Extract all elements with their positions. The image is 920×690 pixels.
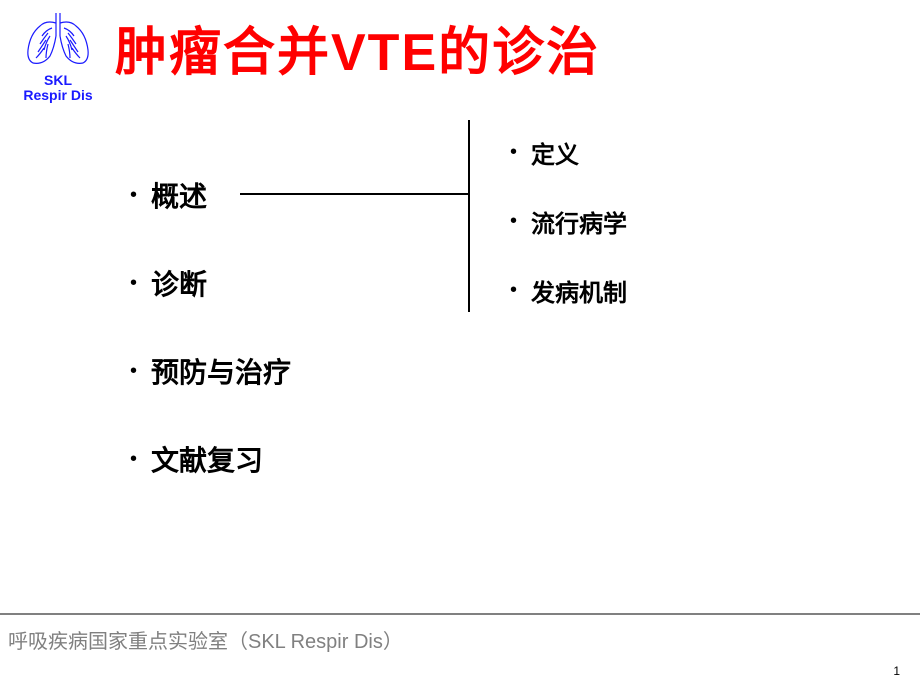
item-text: 流行病学 [531,204,627,239]
page-number: 1 [893,664,900,678]
logo-text-line1: SKL [8,73,108,88]
list-item: • 发病机制 [510,273,627,308]
list-item: • 诊断 [130,263,291,303]
bullet-icon: • [510,141,517,164]
list-item: • 预防与治疗 [130,351,291,391]
footer-divider [0,613,920,615]
item-text: 诊断 [151,263,207,303]
connector-vertical [468,120,470,312]
list-item: • 定义 [510,135,627,170]
list-item: • 流行病学 [510,204,627,239]
footer-text: 呼吸疾病国家重点实验室（SKL Respir Dis） [8,625,403,654]
connector-horizontal [240,193,470,195]
bullet-icon: • [130,448,137,471]
item-text: 概述 [151,175,207,215]
bullet-icon: • [510,210,517,233]
lungs-icon [18,8,98,68]
bullet-icon: • [130,360,137,383]
sub-topics-list: • 定义 • 流行病学 • 发病机制 [510,135,627,342]
item-text: 定义 [531,135,579,170]
list-item: • 文献复习 [130,439,291,479]
item-text: 发病机制 [531,273,627,308]
slide-title: 肿瘤合并VTE的诊治 [115,10,600,85]
bullet-icon: • [130,184,137,207]
main-topics-list: • 概述 • 诊断 • 预防与治疗 • 文献复习 [130,175,291,527]
bullet-icon: • [510,279,517,302]
item-text: 预防与治疗 [151,351,291,391]
list-item: • 概述 [130,175,291,215]
logo-area: SKL Respir Dis [8,8,108,104]
logo-text-line2: Respir Dis [8,88,108,103]
bullet-icon: • [130,272,137,295]
item-text: 文献复习 [151,439,263,479]
